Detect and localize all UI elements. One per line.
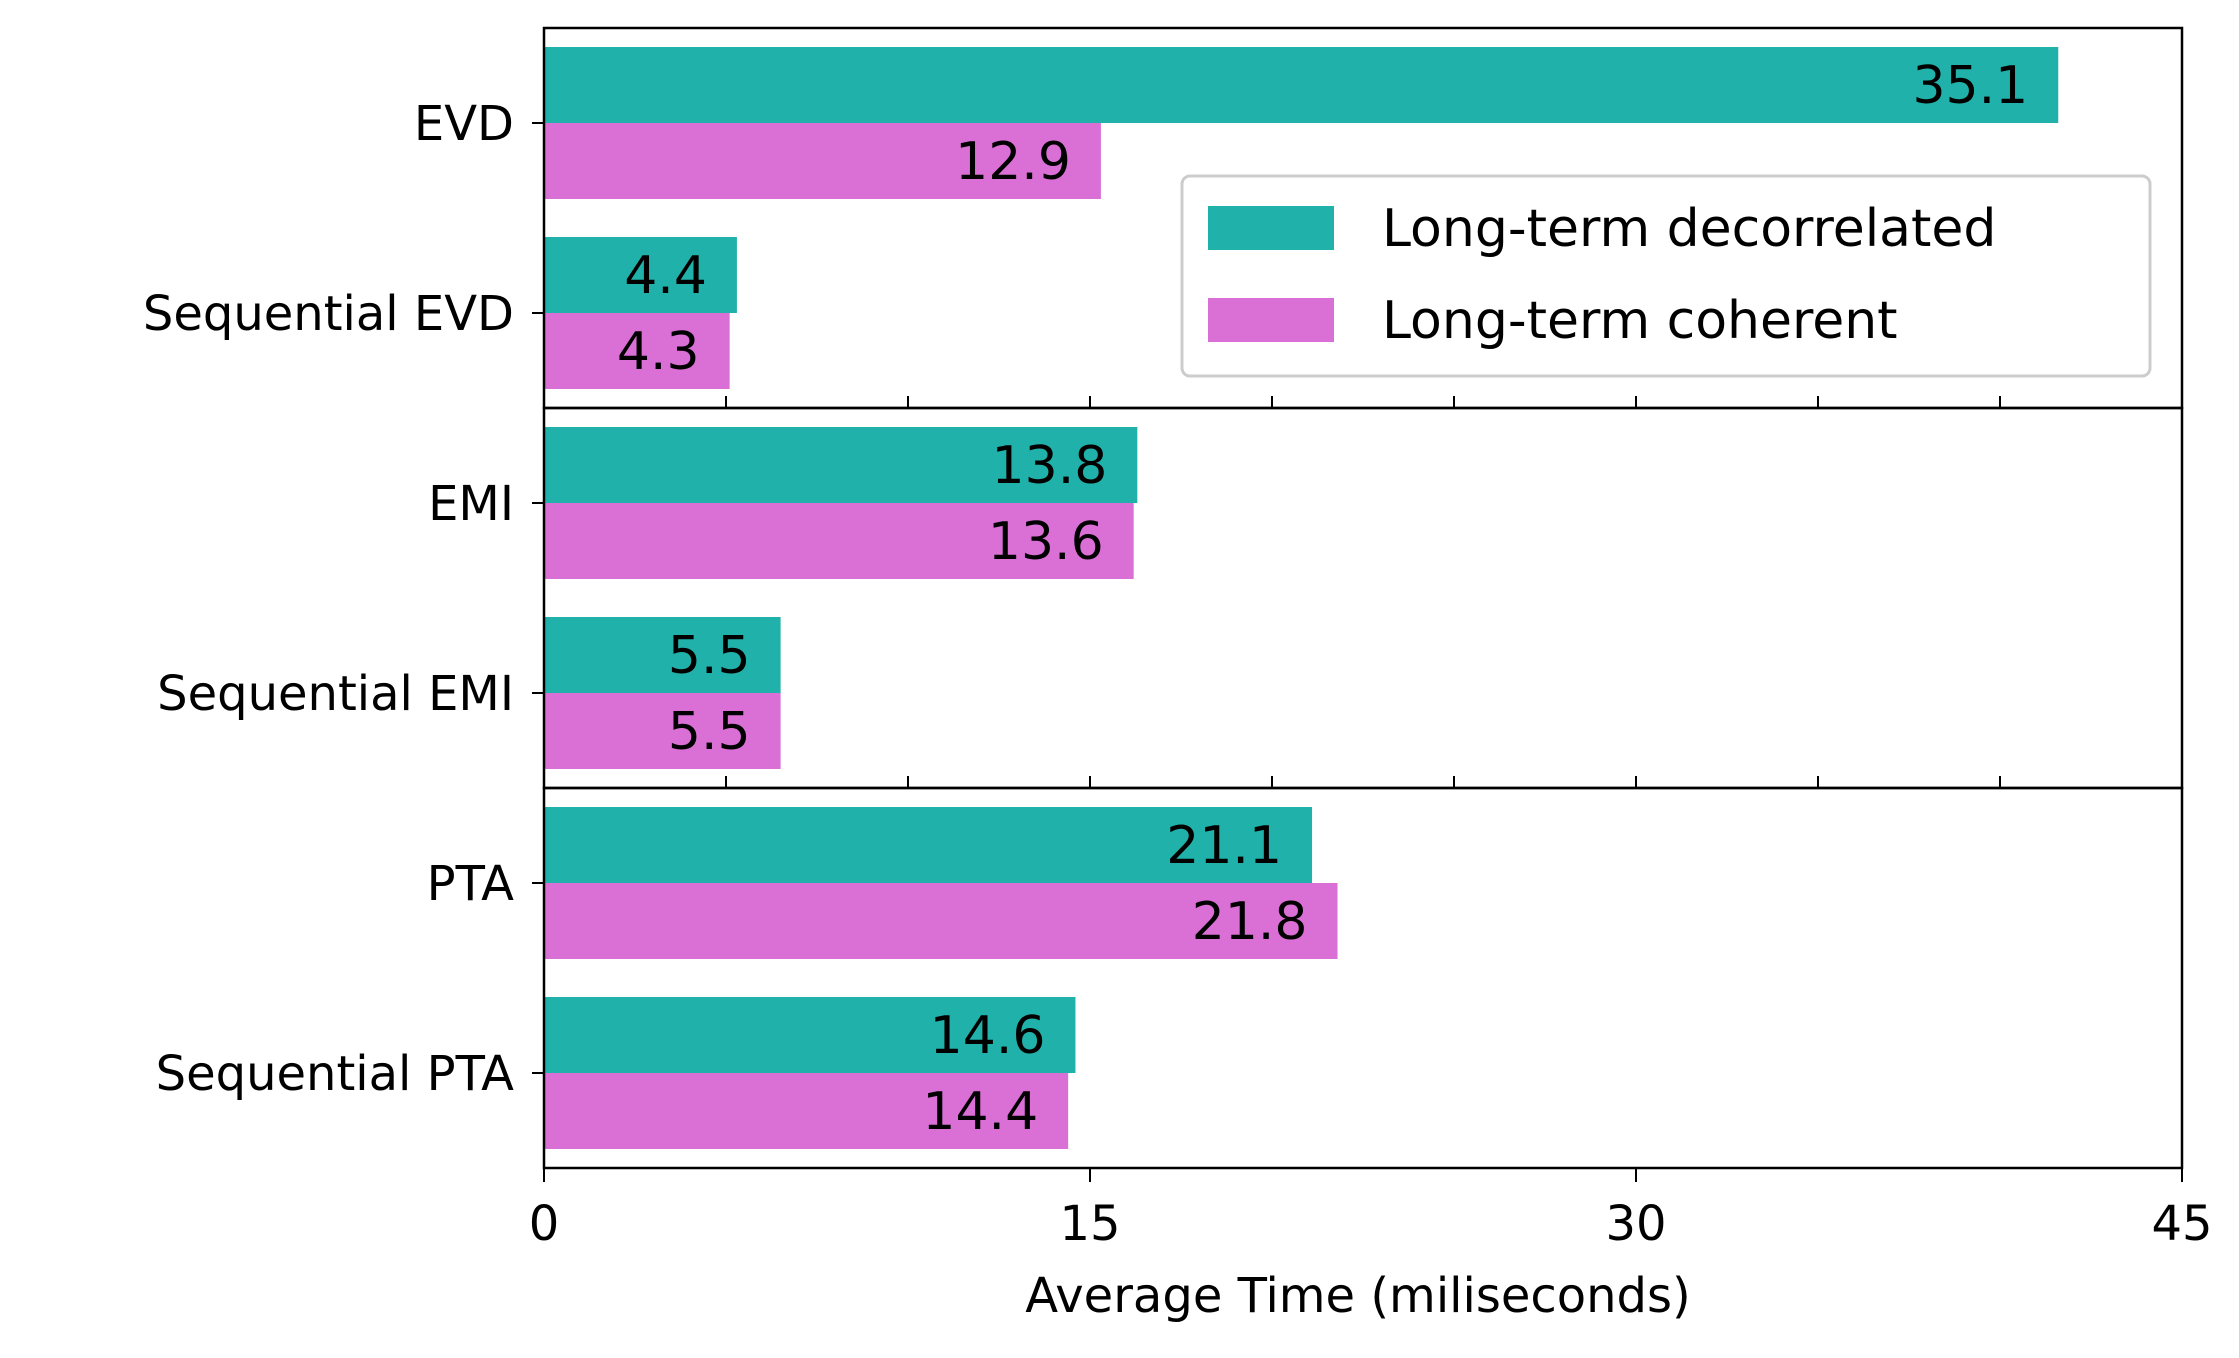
x-tick-label: 45 [2151,1196,2212,1252]
bar-long-term-decorrelated [544,47,2059,123]
legend-box [1180,174,2152,378]
legend-label: Long-term coherent [1382,291,1898,351]
panel-2: EMI 13.8 13.6 Sequential EMI 5.5 5.5 [157,396,2184,790]
x-axis-title: Average Time (miliseconds) [1025,1268,1691,1324]
bar-value-label: 12.9 [955,132,1071,192]
bar-long-term-coherent [544,503,1134,579]
panel-1: EVD 35.1 12.9 Sequential EVD 4.4 4.3 [143,26,2184,410]
bar-value-label: 4.4 [624,246,707,306]
legend: Long-term decorrelated Long-term coherent [1180,174,2152,378]
bar-long-term-coherent [544,1073,1069,1149]
bar-value-label: 35.1 [1912,56,2028,116]
legend-label: Long-term decorrelated [1382,199,1996,259]
bar-value-label: 4.3 [617,322,700,382]
y-tick-label: EMI [428,476,514,532]
y-tick-label: Sequential EVD [143,286,514,342]
bar-long-term-decorrelated [544,997,1076,1073]
bar-long-term-coherent [544,123,1101,199]
bar-long-term-decorrelated [544,617,781,693]
y-tick-label: EVD [414,96,514,152]
y-tick-label: Sequential PTA [156,1046,515,1102]
x-tick-label: 30 [1605,1196,1666,1252]
bar-long-term-decorrelated [544,427,1138,503]
bar-long-term-coherent [544,693,781,769]
bar-value-label: 13.6 [988,512,1104,572]
bar-value-label: 14.4 [922,1082,1038,1142]
bar-long-term-decorrelated [544,237,737,313]
bar-value-label: 5.5 [668,626,751,686]
bar-value-label: 14.6 [930,1006,1046,1066]
bar-long-term-decorrelated [544,807,1313,883]
y-tick-label: Sequential EMI [157,666,514,722]
bar-value-label: 21.8 [1192,892,1308,952]
y-tick-label: PTA [427,856,515,912]
panel-frame [542,786,2184,1170]
legend-swatch [1208,206,1334,250]
legend-swatch [1208,298,1334,342]
bar-value-label: 21.1 [1166,816,1282,876]
bar-value-label: 13.8 [992,436,1108,496]
bar-long-term-coherent [544,313,730,389]
x-axis: 0 15 30 45 [529,1168,2213,1252]
x-tick-label: 0 [529,1196,560,1252]
bar-long-term-coherent [544,883,1338,959]
panel-3: PTA 21.1 21.8 Sequential PTA 14.6 14.4 [156,776,2184,1170]
x-tick-label: 15 [1059,1196,1120,1252]
bar-value-label: 5.5 [668,702,751,762]
chart-panels: EVD 35.1 12.9 Sequential EVD 4.4 4.3 EMI 13.8 13… [143,26,2184,1170]
